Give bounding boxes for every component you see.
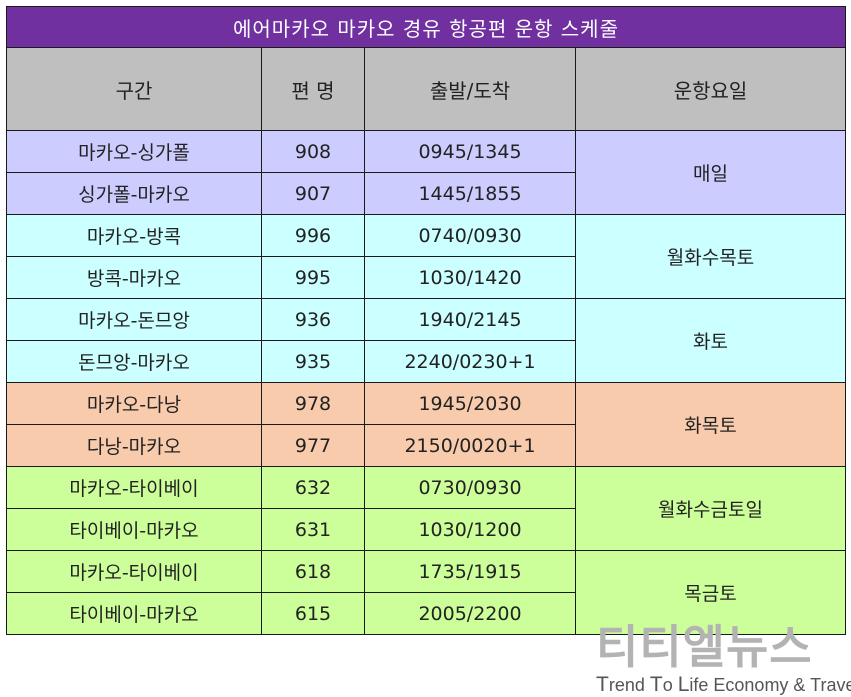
route-cell: 마카오-다낭 — [6, 382, 262, 425]
route-cell: 마카오-타이베이 — [6, 550, 262, 593]
table-row: 마카오-다낭 978 1945/2030 화목토 — [6, 382, 846, 467]
route-cell: 마카오-싱가폴 — [6, 130, 262, 173]
table-row: 마카오-방콕 996 0740/0930 월화수목토 — [6, 214, 846, 299]
times-cell: 1030/1200 — [364, 508, 576, 551]
header-row: 구간 편 명 출발/도착 운항요일 — [6, 47, 846, 131]
header-flight: 편 명 — [261, 47, 365, 131]
times-cell: 2150/0020+1 — [364, 424, 576, 467]
header-times: 출발/도착 — [364, 47, 576, 131]
title-row: 에어마카오 마카오 경유 항공편 운항 스케줄 — [6, 6, 846, 48]
times-cell: 1030/1420 — [364, 256, 576, 299]
header-route: 구간 — [6, 47, 262, 131]
table-row: 마카오-타이베이 618 1735/1915 목금토 — [6, 550, 846, 635]
route-cell: 싱가폴-마카오 — [6, 172, 262, 215]
tagline-part: rend — [608, 675, 650, 695]
table-title: 에어마카오 마카오 경유 항공편 운항 스케줄 — [6, 6, 846, 48]
days-cell: 월화수목토 — [575, 214, 846, 299]
times-cell: 1940/2145 — [364, 298, 576, 341]
tagline-part: T — [649, 673, 663, 696]
tagline-part: T — [596, 673, 609, 696]
times-cell: 0730/0930 — [364, 466, 576, 509]
times-cell: 2240/0230+1 — [364, 340, 576, 383]
flight-cell: 978 — [261, 382, 365, 425]
route-cell: 다낭-마카오 — [6, 424, 262, 467]
days-cell: 화목토 — [575, 382, 846, 467]
route-cell: 마카오-타이베이 — [6, 466, 262, 509]
watermark-tagline: Trend To Life Economy & Travel — [596, 673, 851, 696]
watermark-name: 티티엘뉴스 — [596, 620, 813, 674]
days-cell: 화토 — [575, 298, 846, 383]
header-days: 운항요일 — [575, 47, 846, 131]
tagline-part: L — [677, 673, 690, 696]
table-row: 마카오-싱가폴 908 0945/1345 매일 — [6, 130, 846, 215]
days-cell: 매일 — [575, 130, 846, 215]
route-cell: 타이베이-마카오 — [6, 508, 262, 551]
table-row: 마카오-돈므앙 936 1940/2145 화토 — [6, 298, 846, 383]
ttl-news-watermark: 티티엘뉴스 Trend To Life Economy & Travel — [596, 620, 851, 696]
flight-cell: 936 — [261, 298, 365, 341]
route-cell: 마카오-방콕 — [6, 214, 262, 257]
flight-cell: 995 — [261, 256, 365, 299]
flight-cell: 632 — [261, 466, 365, 509]
flight-cell: 907 — [261, 172, 365, 215]
route-cell: 타이베이-마카오 — [6, 592, 262, 635]
times-cell: 1945/2030 — [364, 382, 576, 425]
flight-cell: 977 — [261, 424, 365, 467]
table-row: 마카오-타이베이 632 0730/0930 월화수금토일 — [6, 466, 846, 551]
route-cell: 방콕-마카오 — [6, 256, 262, 299]
times-cell: 0740/0930 — [364, 214, 576, 257]
times-cell: 2005/2200 — [364, 592, 576, 635]
route-cell: 돈므앙-마카오 — [6, 340, 262, 383]
route-cell: 마카오-돈므앙 — [6, 298, 262, 341]
days-cell: 월화수금토일 — [575, 466, 846, 551]
flight-schedule-table: 에어마카오 마카오 경유 항공편 운항 스케줄 구간 편 명 출발/도착 운항요… — [6, 6, 846, 635]
flight-cell: 908 — [261, 130, 365, 173]
flight-cell: 615 — [261, 592, 365, 635]
times-cell: 0945/1345 — [364, 130, 576, 173]
times-cell: 1735/1915 — [364, 550, 576, 593]
flight-cell: 935 — [261, 340, 365, 383]
times-cell: 1445/1855 — [364, 172, 576, 215]
flight-cell: 631 — [261, 508, 365, 551]
flight-cell: 618 — [261, 550, 365, 593]
days-cell: 목금토 — [575, 550, 846, 635]
tagline-part: o — [662, 675, 678, 695]
tagline-part: ife Economy & Travel — [689, 675, 851, 695]
flight-cell: 996 — [261, 214, 365, 257]
